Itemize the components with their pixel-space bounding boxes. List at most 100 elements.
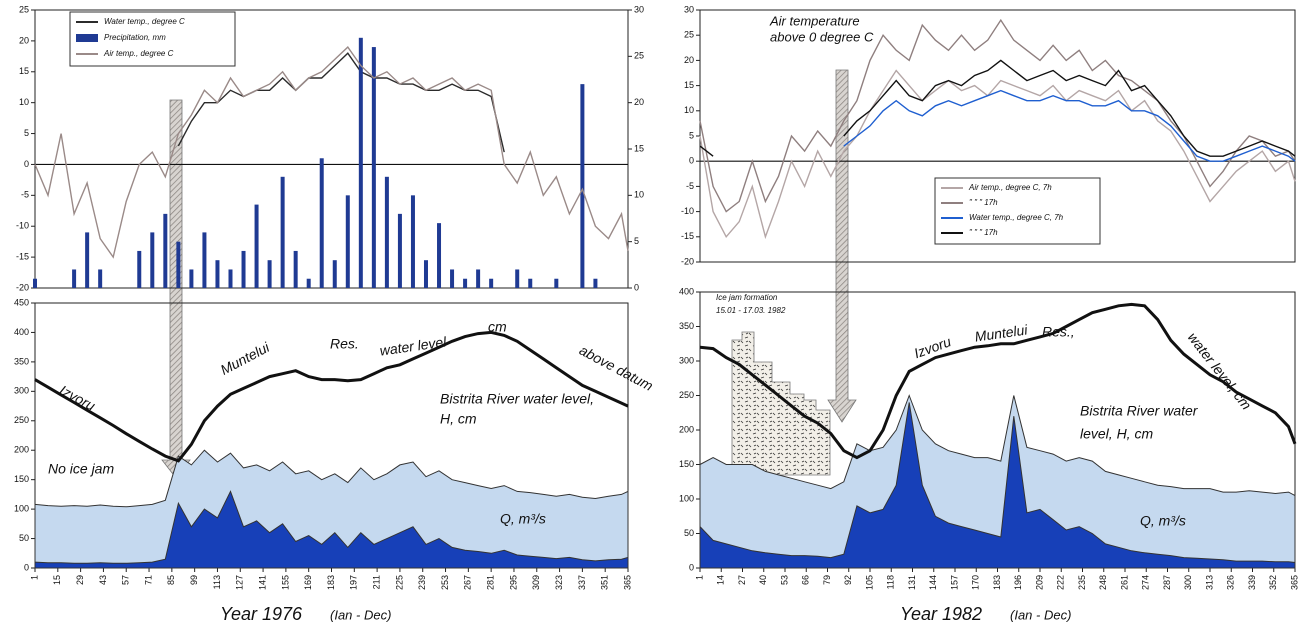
ice-jam (732, 332, 830, 475)
x-tick-label: 40 (758, 575, 768, 585)
x-tick-label: 211 (371, 575, 381, 589)
y-tick-label: 10 (19, 97, 29, 107)
chart-title: Year 1976 (220, 604, 303, 624)
bar (528, 279, 532, 288)
x-tick-label: 274 (1141, 575, 1151, 590)
x-tick-label: 144 (928, 575, 938, 590)
x-tick-label: 113 (212, 575, 222, 589)
y2-tick-label: 0 (634, 282, 639, 292)
x-tick-label: 105 (864, 575, 874, 590)
x-tick-label: 225 (394, 575, 404, 590)
x-tick-label: 14 (716, 575, 726, 585)
x-tick-label: 222 (1056, 575, 1066, 590)
x-tick-label: 339 (1247, 575, 1257, 590)
bar (489, 279, 493, 288)
y-tick-label: -15 (16, 251, 29, 261)
y-tick-label: 300 (679, 355, 694, 365)
y-tick-label: 0 (689, 562, 694, 572)
x-tick-label: 235 (1077, 575, 1087, 590)
x-tick-label: 365 (1289, 575, 1299, 590)
chart-subtitle: (Ian - Dec) (1010, 607, 1071, 622)
y2-tick-label: 15 (634, 143, 644, 153)
bar (176, 242, 180, 288)
x-tick-label: 157 (949, 575, 959, 590)
y2-tick-label: 5 (634, 236, 639, 246)
y-tick-label: 250 (14, 415, 29, 425)
x-tick-label: 71 (143, 575, 153, 585)
bar (98, 269, 102, 288)
annotation: 15.01 - 17.03. 1982 (716, 306, 786, 315)
annotation: Izvoru (912, 333, 953, 361)
x-tick-label: 170 (971, 575, 981, 590)
annotation: Res. (330, 336, 359, 352)
bar (320, 158, 324, 288)
x-tick-label: 309 (531, 575, 541, 590)
y-tick-label: 250 (679, 390, 694, 400)
bar (372, 47, 376, 288)
x-tick-label: 281 (486, 575, 496, 590)
y-tick-label: -15 (681, 231, 694, 241)
annotation: Bistrita River water level, (440, 391, 594, 407)
bar (424, 260, 428, 288)
x-tick-label: 365 (622, 575, 632, 590)
x-tick-label: 197 (349, 575, 359, 590)
y-tick-label: 5 (24, 128, 29, 138)
x-tick-label: 127 (235, 575, 245, 590)
x-tick-label: 196 (1013, 575, 1023, 590)
bar (385, 177, 389, 288)
y2-tick-label: 25 (634, 51, 644, 61)
x-tick-label: 323 (554, 575, 564, 590)
x-tick-label: 43 (98, 575, 108, 585)
x-tick-label: 337 (577, 575, 587, 590)
bar (202, 232, 206, 288)
x-tick-label: 352 (1268, 575, 1278, 590)
annotation: water level, cm (1185, 329, 1255, 413)
bar (476, 269, 480, 288)
legend-label: Precipitation, mm (104, 33, 166, 42)
x-tick-label: 351 (600, 575, 610, 590)
bar (281, 177, 285, 288)
x-tick-label: 300 (1183, 575, 1193, 590)
y-tick-label: 200 (679, 424, 694, 434)
x-tick-label: 1 (29, 575, 39, 580)
figure: -20-15-10-50510152025051015202530Water t… (0, 0, 1301, 630)
y-tick-label: 400 (14, 327, 29, 337)
y2-tick-label: 10 (634, 190, 644, 200)
bar (463, 279, 467, 288)
y-tick-label: 200 (14, 445, 29, 455)
annotation: level, H, cm (1080, 426, 1153, 442)
bar (346, 195, 350, 288)
bar (163, 214, 167, 288)
y-tick-label: -5 (686, 181, 694, 191)
bar (189, 269, 193, 288)
y2-tick-label: 30 (634, 4, 644, 14)
y-tick-label: 50 (19, 533, 29, 543)
y-tick-label: -5 (21, 190, 29, 200)
annotation: H, cm (440, 411, 477, 427)
x-tick-label: 27 (737, 575, 747, 585)
chart-title: Year 1982 (900, 604, 982, 624)
y2-tick-label: 20 (634, 97, 644, 107)
y-tick-label: 400 (679, 286, 694, 296)
bar (580, 84, 584, 288)
y-tick-label: 20 (19, 35, 29, 45)
legend-label: Water temp., degree C (104, 17, 185, 26)
annotation: Res., (1042, 324, 1075, 340)
x-tick-label: 53 (779, 575, 789, 585)
annotation: No ice jam (48, 461, 114, 477)
y-tick-label: -10 (681, 206, 694, 216)
line (35, 47, 628, 257)
line (844, 60, 1295, 156)
x-tick-label: 99 (189, 575, 199, 585)
y-tick-label: 100 (14, 503, 29, 513)
y-tick-label: 10 (684, 105, 694, 115)
x-tick-label: 267 (463, 575, 473, 590)
y-tick-label: 30 (684, 4, 694, 14)
x-tick-label: 183 (992, 575, 1002, 590)
x-tick-label: 287 (1162, 575, 1172, 590)
bar (554, 279, 558, 288)
y-tick-label: 450 (14, 297, 29, 307)
y-tick-label: 300 (14, 386, 29, 396)
x-tick-label: 92 (843, 575, 853, 585)
bar (333, 260, 337, 288)
